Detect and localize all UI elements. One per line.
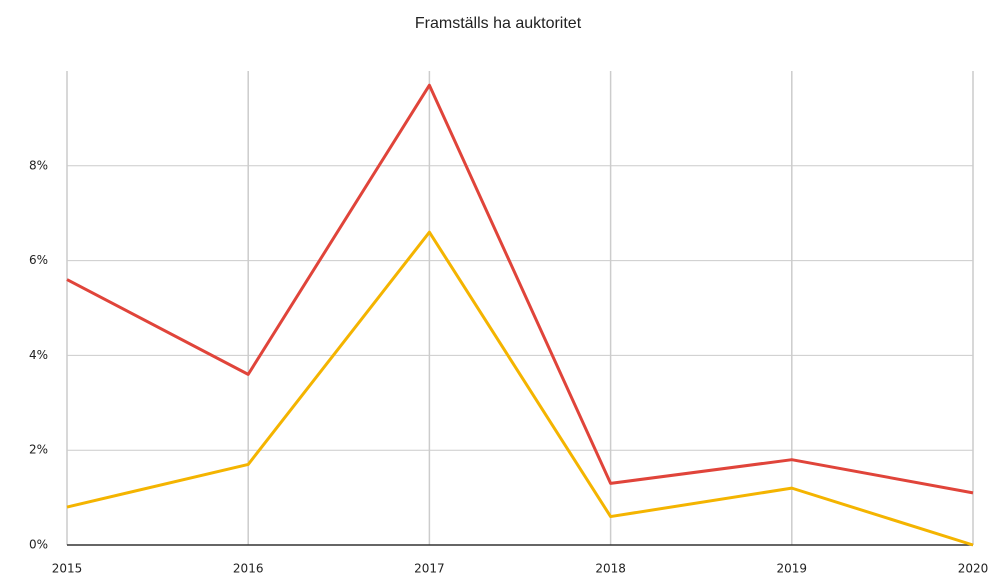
x-tick-label: 2019	[777, 562, 808, 575]
y-tick-label: 2%	[29, 443, 48, 457]
x-tick-label: 2016	[233, 562, 264, 575]
y-tick-label: 8%	[29, 158, 48, 172]
line-series	[66, 230, 974, 547]
y-tick-label: 6%	[29, 253, 48, 267]
line-series	[66, 83, 974, 495]
x-tick-label: 2017	[414, 562, 445, 575]
y-tick-label: 0%	[29, 538, 48, 552]
y-tick-label: 4%	[29, 348, 48, 362]
chart-title: Framställs ha auktoritet	[415, 15, 582, 32]
x-tick-label: 2020	[958, 562, 989, 575]
x-tick-label: 2018	[595, 562, 626, 575]
x-tick-label: 2015	[52, 562, 83, 575]
